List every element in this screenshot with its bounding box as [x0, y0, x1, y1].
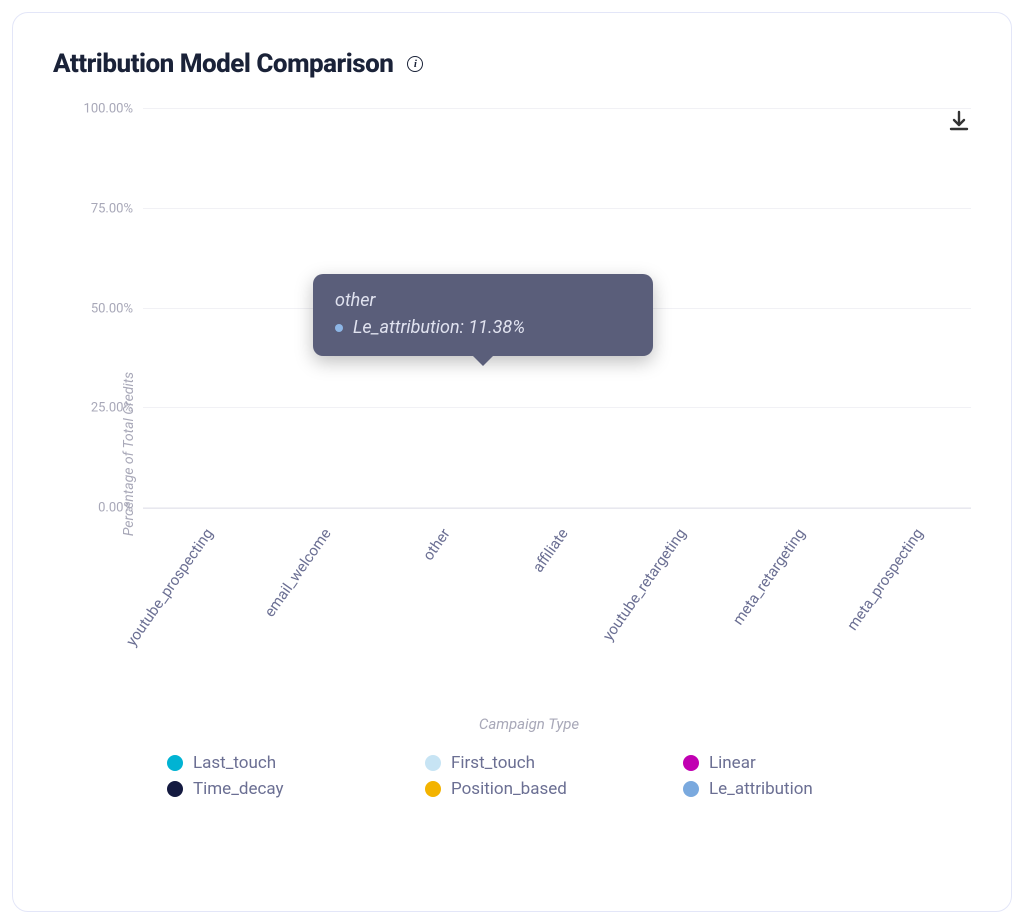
x-tick-label: youtube_prospecting — [122, 525, 217, 649]
info-icon[interactable]: i — [407, 56, 423, 72]
tooltip-series-dot — [335, 324, 343, 332]
x-tick-label: meta_prospecting — [843, 525, 927, 634]
legend-label: Linear — [709, 753, 756, 773]
legend-item-le_attribution[interactable]: Le_attribution — [683, 779, 931, 799]
legend-label: Time_decay — [193, 779, 284, 799]
card-header: Attribution Model Comparison i — [53, 49, 971, 79]
x-tick-label: other — [419, 525, 454, 564]
legend-item-last_touch[interactable]: Last_touch — [167, 753, 415, 773]
gridline — [143, 108, 971, 109]
y-tick-label: 0.00% — [73, 501, 133, 516]
y-tick-label: 100.00% — [73, 102, 133, 117]
x-axis-labels: youtube_prospectingemail_welcome other aff… — [143, 509, 971, 709]
legend-label: Le_attribution — [709, 779, 813, 799]
x-label-col: youtube_retargeting — [616, 509, 734, 709]
legend-item-position_based[interactable]: Position_based — [425, 779, 673, 799]
legend-dot — [167, 781, 183, 797]
tooltip-title: other — [335, 290, 631, 311]
y-tick-label: 50.00% — [73, 301, 133, 316]
legend-dot — [683, 755, 699, 771]
legend-item-linear[interactable]: Linear — [683, 753, 931, 773]
tooltip-series-label: Le_attribution: 11.38% — [353, 317, 525, 338]
legend-dot — [425, 781, 441, 797]
legend-dot — [425, 755, 441, 771]
legend-item-first_touch[interactable]: First_touch — [425, 753, 673, 773]
legend-dot — [167, 755, 183, 771]
legend-item-time_decay[interactable]: Time_decay — [167, 779, 415, 799]
attribution-card: Attribution Model Comparison i Percentag… — [12, 12, 1012, 912]
legend-label: Last_touch — [193, 753, 276, 773]
x-label-col: affiliate — [498, 509, 616, 709]
x-label-col: email_welcome — [261, 509, 379, 709]
bar-group[interactable] — [853, 109, 971, 508]
legend-dot — [683, 781, 699, 797]
bar-group[interactable] — [734, 109, 852, 508]
gridline — [143, 208, 971, 209]
y-tick-label: 25.00% — [73, 401, 133, 416]
chart-tooltip: other Le_attribution: 11.38% — [313, 274, 653, 356]
x-tick-label: affiliate — [529, 525, 572, 576]
x-label-col: meta_prospecting — [853, 509, 971, 709]
x-tick-label: meta_retargeting — [728, 525, 808, 628]
bar-group[interactable] — [143, 109, 261, 508]
legend-label: First_touch — [451, 753, 535, 773]
x-label-col: youtube_prospecting — [143, 509, 261, 709]
gridline — [143, 507, 971, 508]
legend-label: Position_based — [451, 779, 567, 799]
chart-legend: Last_touch First_touch Linear Time_decay Pos… — [167, 753, 931, 799]
x-tick-label: email_welcome — [261, 525, 335, 620]
gridline — [143, 407, 971, 408]
x-label-col: other — [380, 509, 498, 709]
y-tick-label: 75.00% — [73, 201, 133, 216]
x-label-col: meta_retargeting — [734, 509, 852, 709]
x-axis-title: Campaign Type — [87, 715, 971, 733]
page-title: Attribution Model Comparison — [53, 49, 393, 79]
chart-area: Percentage of Total Credits other Le_att… — [53, 109, 971, 799]
chart-plot: other Le_attribution: 11.38% 0.00%25.00%… — [143, 109, 971, 509]
